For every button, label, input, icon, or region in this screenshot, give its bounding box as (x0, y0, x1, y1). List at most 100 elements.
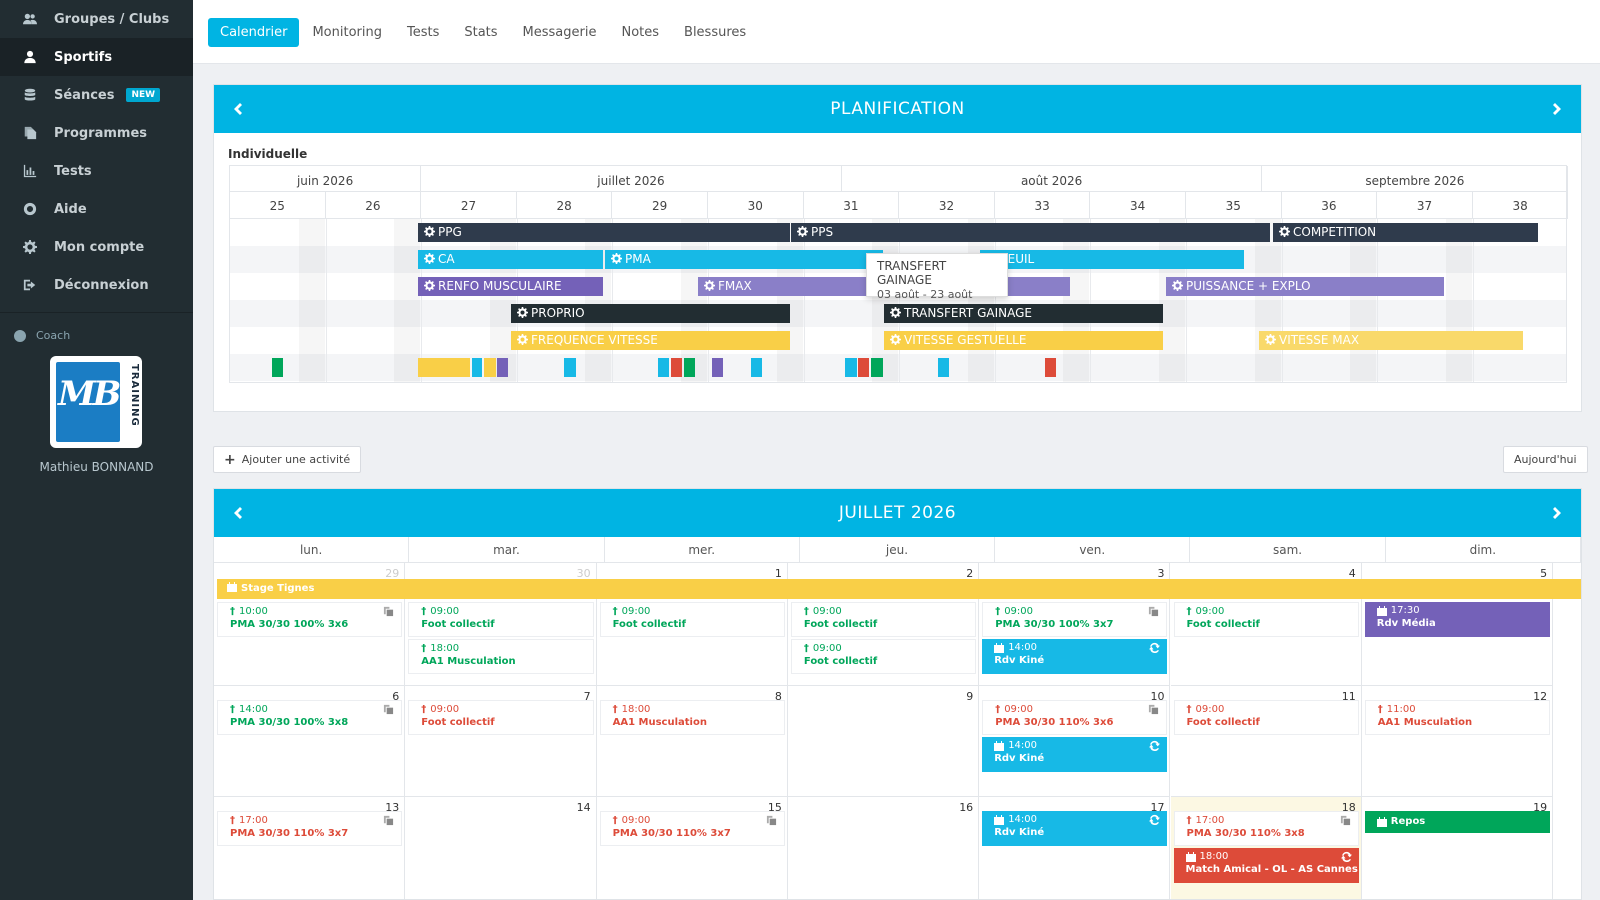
cal-next-button[interactable] (1549, 504, 1567, 522)
gantt-week[interactable]: 28 (517, 192, 613, 219)
day-number[interactable]: 5 (1540, 567, 1548, 580)
calendar-event[interactable]: 14:00 Rdv Kiné (982, 639, 1168, 674)
plan-bar-frequence-vitesse[interactable]: FREQUENCE VITESSE (511, 331, 790, 350)
copy-icon[interactable] (1148, 606, 1159, 617)
plan-bar-vitesse-max[interactable]: VITESSE MAX (1259, 331, 1523, 350)
plan-bar-puissance-explo[interactable]: PUISSANCE + EXPLO (1166, 277, 1444, 296)
copy-icon[interactable] (766, 815, 777, 826)
day-cell[interactable]: 13 (214, 797, 406, 899)
gantt-week[interactable]: 26 (326, 192, 422, 219)
calendar-event[interactable]: † 14:00 PMA 30/30 100% 3x8 (217, 700, 403, 735)
session-marker[interactable] (938, 358, 949, 377)
session-marker[interactable] (845, 358, 857, 377)
session-marker[interactable] (472, 358, 482, 377)
gantt-week[interactable]: 37 (1377, 192, 1473, 219)
day-number[interactable]: 16 (959, 801, 974, 814)
calendar-event[interactable]: † 09:00 Foot collectif (599, 602, 785, 637)
day-number[interactable]: 10 (1150, 690, 1165, 703)
day-cell[interactable]: 5 (1361, 563, 1554, 686)
gantt-week[interactable]: 29 (612, 192, 708, 219)
copy-icon[interactable] (1148, 704, 1159, 715)
plan-bar-vitesse-gestuelle[interactable]: VITESSE GESTUELLE (884, 331, 1163, 350)
cal-prev-button[interactable] (228, 504, 246, 522)
tab-notes[interactable]: Notes (621, 24, 660, 40)
plan-bar-proprio[interactable]: PROPRIO (511, 304, 790, 323)
calendar-event[interactable]: 14:00 Rdv Kiné (982, 737, 1168, 772)
day-cell[interactable]: 7 (405, 686, 597, 797)
session-marker[interactable] (658, 358, 669, 377)
stage-tignes-event[interactable]: Stage Tignes (217, 579, 1581, 599)
day-number[interactable]: 8 (774, 690, 782, 703)
tab-tests[interactable]: Tests (406, 24, 440, 40)
tab-messagerie[interactable]: Messagerie (522, 24, 597, 40)
calendar-event[interactable]: Repos (1364, 811, 1551, 833)
calendar-event[interactable]: 17:30 Rdv Média (1364, 602, 1551, 637)
calendar-event[interactable]: † 11:00 AA1 Musculation (1364, 700, 1551, 735)
calendar-event[interactable]: † 09:00 Foot collectif (1173, 602, 1359, 637)
plan-bar-renfo-musculaire[interactable]: RENFO MUSCULAIRE (418, 277, 603, 296)
gantt-week[interactable]: 38 (1473, 192, 1569, 219)
tab-blessures[interactable]: Blessures (684, 24, 747, 40)
copy-icon[interactable] (1340, 815, 1351, 826)
calendar-event[interactable]: † 09:00 PMA 30/30 110% 3x6 (982, 700, 1168, 735)
day-cell[interactable]: 8 (596, 686, 788, 797)
day-number[interactable]: 7 (583, 690, 591, 703)
gantt-week[interactable]: 32 (899, 192, 995, 219)
plan-bar-competition[interactable]: COMPETITION (1273, 223, 1538, 242)
sync-icon[interactable] (1149, 814, 1161, 826)
session-marker[interactable] (871, 358, 883, 377)
day-number[interactable]: 19 (1533, 801, 1548, 814)
session-marker[interactable] (712, 358, 723, 377)
gantt-week[interactable]: 36 (1282, 192, 1378, 219)
day-cell[interactable]: 1 (596, 563, 788, 686)
plan-next-button[interactable] (1549, 100, 1567, 118)
add-activity-button[interactable]: + Ajouter une activité (213, 446, 362, 473)
calendar-event[interactable]: † 09:00 PMA 30/30 110% 3x7 (599, 811, 785, 846)
plan-bar-seuil[interactable]: SEUIL (980, 250, 1244, 269)
plan-bar-pma[interactable]: PMA (605, 250, 883, 269)
sidebar-item-sportifs[interactable]: Sportifs (0, 38, 193, 76)
gantt-week[interactable]: 30 (708, 192, 804, 219)
today-button[interactable]: Aujourd'hui (1503, 446, 1588, 473)
sidebar-item-seances[interactable]: Séances NEW (0, 76, 193, 114)
session-marker[interactable] (671, 358, 682, 377)
day-cell[interactable]: 12 (1361, 686, 1554, 797)
calendar-event[interactable]: † 09:00 PMA 30/30 100% 3x7 (982, 602, 1168, 637)
calendar-event[interactable]: † 18:00 AA1 Musculation (599, 700, 785, 735)
calendar-event[interactable]: † 09:00 Foot collectif (408, 602, 594, 637)
day-cell[interactable]: 6 (214, 686, 406, 797)
calendar-event[interactable]: † 09:00 Foot collectif (1173, 700, 1359, 735)
day-cell[interactable]: 11 (1170, 686, 1362, 797)
day-number[interactable]: 15 (767, 801, 782, 814)
day-number[interactable]: 14 (576, 801, 591, 814)
day-number[interactable]: 1 (774, 567, 782, 580)
calendar-event[interactable]: † 17:00 PMA 30/30 110% 3x7 (217, 811, 403, 846)
day-number[interactable]: 3 (1157, 567, 1165, 580)
sync-icon[interactable] (1340, 851, 1352, 863)
sidebar-item-aide[interactable]: Aide (0, 190, 193, 228)
day-number[interactable]: 29 (385, 567, 400, 580)
gantt-week[interactable]: 35 (1186, 192, 1282, 219)
gantt-week[interactable]: 33 (995, 192, 1091, 219)
day-number[interactable]: 30 (576, 567, 591, 580)
day-cell[interactable]: 29 (214, 563, 406, 686)
day-number[interactable]: 11 (1341, 690, 1356, 703)
gantt-week[interactable]: 31 (804, 192, 900, 219)
calendar-event[interactable]: † 09:00 Foot collectif (790, 639, 977, 674)
session-marker[interactable] (272, 358, 283, 377)
day-cell[interactable]: 4 (1170, 563, 1362, 686)
session-marker[interactable] (858, 358, 869, 377)
session-marker[interactable] (751, 358, 762, 377)
sidebar-item-tests[interactable]: Tests (0, 152, 193, 190)
sync-icon[interactable] (1149, 642, 1161, 654)
calendar-event[interactable]: † 10:00 PMA 30/30 100% 3x6 (217, 602, 403, 637)
day-cell[interactable]: 3 (979, 563, 1171, 686)
calendar-event[interactable]: † 09:00 Foot collectif (790, 602, 977, 637)
calendar-event[interactable]: 18:00 Match Amical - OL - AS Cannes (1173, 848, 1359, 883)
sidebar-item-mon-compte[interactable]: Mon compte (0, 228, 193, 266)
day-cell[interactable]: 16 (788, 797, 980, 899)
day-cell[interactable]: 9 (787, 686, 980, 797)
session-marker[interactable] (484, 358, 496, 377)
sidebar-item-deconnexion[interactable]: Déconnexion (0, 266, 193, 304)
sidebar-item-programmes[interactable]: Programmes (0, 114, 193, 152)
